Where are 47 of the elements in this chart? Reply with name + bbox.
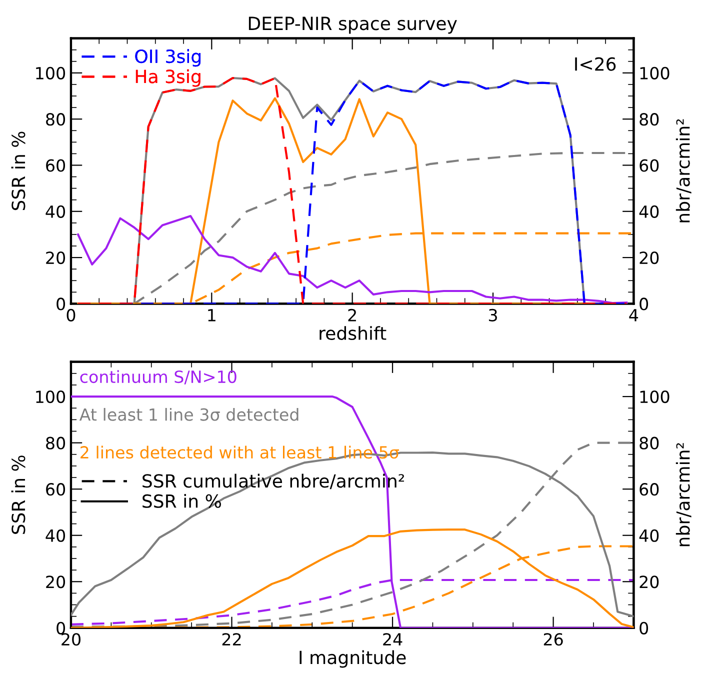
y-tick-label: 40	[46, 205, 66, 218]
y-tick-label: 80	[46, 436, 66, 450]
annotation: I<26	[575, 57, 616, 71]
y2-tick-label: 80	[640, 113, 659, 126]
y2-tick-label: 100	[640, 390, 670, 404]
series-label: continuum S/N>10	[80, 370, 236, 384]
legend-label: Ha 3sig	[136, 69, 200, 87]
y2-tick-label: 0	[640, 298, 648, 310]
y2-tick-label: 60	[640, 483, 659, 496]
x-axis-title: I magnitude	[300, 650, 406, 668]
y-tick-label: 20	[46, 252, 66, 264]
y-axis-title: SSR in %	[11, 132, 26, 210]
y2-tick-label: 20	[640, 252, 659, 264]
line-series	[76, 214, 628, 304]
x-tick-label: 0	[66, 308, 76, 322]
x-tick-label: 2	[348, 308, 356, 322]
legend-label: OII 3sig	[135, 49, 201, 67]
y2-tick-label: 100	[640, 66, 670, 80]
y-tick-label: 0	[56, 622, 66, 634]
y2-tick-label: 20	[640, 576, 659, 588]
x-tick-label: 4	[629, 309, 638, 322]
y-tick-label: 80	[46, 113, 66, 126]
y2-tick-label: 0	[640, 622, 648, 634]
y-tick-label: 40	[46, 529, 66, 542]
y2-tick-label: 60	[640, 159, 659, 172]
x-tick-label: 3	[488, 308, 497, 322]
y2-tick-label: 80	[640, 436, 659, 450]
y2-axis-title: nbr/arcmin²	[676, 119, 692, 222]
text: 2 lines detected with at least 1 line 5σ	[80, 446, 400, 459]
y2-tick-label: 40	[639, 529, 659, 542]
x-tick-label: 24	[383, 633, 402, 646]
x-tick-label: 22	[222, 633, 241, 646]
y2-tick-label: 40	[639, 205, 659, 218]
text: At least 1 line 3σ detected	[79, 408, 298, 421]
chart-title: DEEP-NIR space survey	[248, 16, 457, 34]
y2-axis-title: nbr/arcmin²	[676, 443, 692, 546]
y-tick-label: 20	[46, 576, 66, 588]
y-axis-title: SSR in %	[11, 456, 26, 534]
annotation: SSR in %	[142, 494, 221, 508]
y-tick-label: 60	[46, 483, 66, 496]
x-tick-label: 1	[208, 309, 216, 322]
y-tick-label: 0	[56, 298, 66, 310]
y-tick-label: 100	[36, 66, 66, 80]
y-tick-label: 60	[46, 159, 66, 172]
y-tick-label: 100	[36, 390, 66, 404]
x-tick-label: 26	[544, 633, 563, 646]
x-axis-title: redshift	[320, 326, 386, 340]
